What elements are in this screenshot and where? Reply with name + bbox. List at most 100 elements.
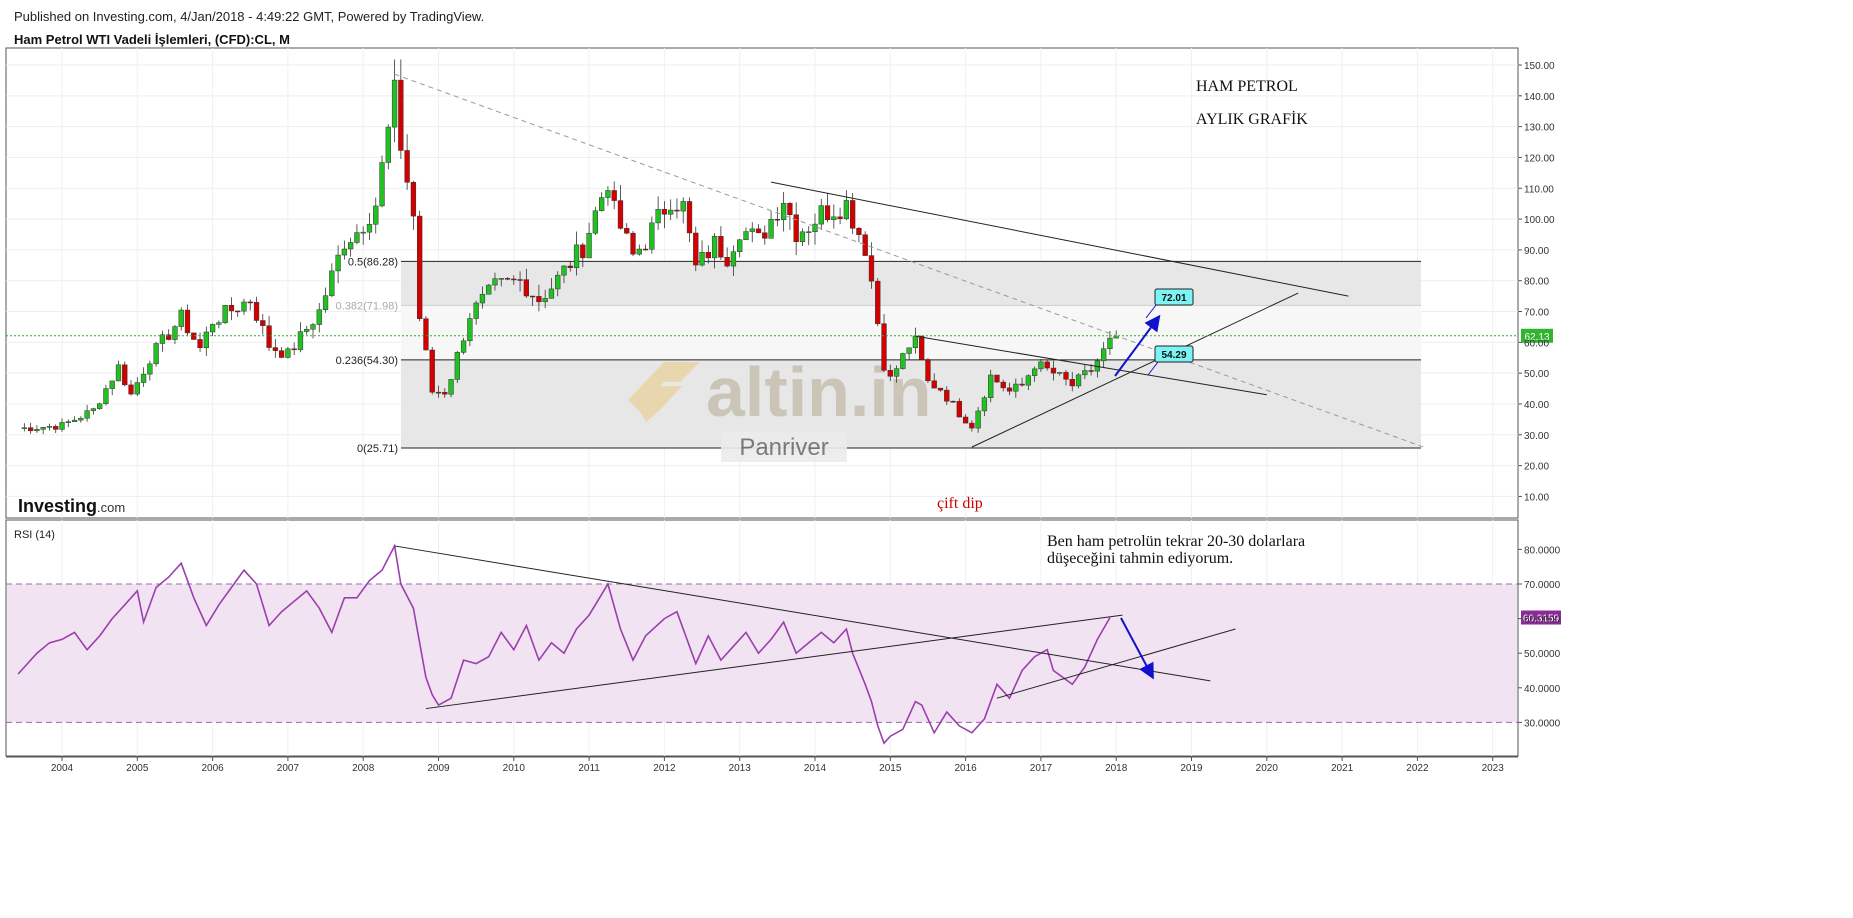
target-label-lower-box <box>1154 345 1194 363</box>
candle-body <box>780 203 787 220</box>
candle-body <box>837 216 843 220</box>
candle-body <box>912 335 919 349</box>
candle-body <box>567 265 573 269</box>
rsi-axis[interactable]: 80.0000 70.0000 60.0000 50.0000 40.0000 30.00… <box>1518 545 1561 729</box>
candle-body <box>109 380 115 389</box>
time-tick-label: 2023 <box>1482 763 1505 774</box>
candle-body <box>467 318 473 342</box>
candle-body <box>655 209 661 224</box>
candle-body <box>166 334 172 340</box>
candle-body <box>630 232 636 255</box>
candle-body <box>925 359 931 382</box>
candle-body <box>617 200 624 229</box>
candle-body <box>737 239 743 252</box>
candle-body <box>84 410 90 419</box>
candle-body <box>1050 367 1057 374</box>
candle-body <box>680 201 686 212</box>
candle-body <box>693 232 699 266</box>
candle-body <box>649 222 655 250</box>
candle-body <box>950 400 956 403</box>
candle-body <box>90 408 97 411</box>
price-axis[interactable]: 150.00 140.00 130.00 120.00 110.00 100.00 90.0… <box>1518 61 1555 503</box>
watermark-text: altin.in <box>706 353 932 431</box>
time-tick-label: 2014 <box>804 763 827 774</box>
candle-body <box>197 339 203 349</box>
candle-body <box>605 190 611 198</box>
candle-body <box>329 270 335 296</box>
current-price-label: 62.13 <box>1524 332 1549 343</box>
time-axis[interactable]: 2004 2005 2006 2007 2008 2009 2010 2011 2012 2013… <box>6 756 1518 774</box>
candle-body <box>40 427 46 430</box>
candle-body <box>743 231 749 241</box>
candle-body <box>580 244 586 259</box>
candle-body <box>454 352 460 380</box>
candle-body <box>774 218 781 221</box>
price-candles <box>21 59 1119 435</box>
candle-body <box>1057 372 1063 374</box>
candle-body <box>184 309 191 334</box>
candle-body <box>1006 387 1013 392</box>
candle-body <box>479 293 486 304</box>
candle-body <box>668 209 674 215</box>
investing-logo[interactable]: Investing .com <box>18 496 125 516</box>
candle-body <box>862 234 868 256</box>
candle-body <box>429 349 435 393</box>
rsi-tick-label: 70.0000 <box>1524 580 1561 591</box>
candle-body <box>868 255 875 282</box>
candle-body <box>806 231 812 234</box>
candle-body <box>1063 372 1069 380</box>
candle-body <box>875 280 881 324</box>
candle-body <box>228 305 235 312</box>
fib-band <box>401 359 1421 449</box>
target-label-upper-box <box>1154 288 1194 306</box>
price-trendline <box>770 181 1349 297</box>
candle-body <box>674 209 680 212</box>
price-tick-label: 140.00 <box>1524 92 1555 103</box>
time-tick-label: 2008 <box>352 763 375 774</box>
candle-body <box>417 215 423 319</box>
time-tick-label: 2007 <box>277 763 300 774</box>
candle-body <box>103 388 109 404</box>
annotation-rsi-note-1: Ben ham petrolün tekrar 20-30 dolarlara <box>1047 533 1305 550</box>
candle-body <box>962 416 969 424</box>
candle-body <box>153 343 159 365</box>
candle-body <box>486 284 492 295</box>
annotation-rsi-note-2: düşeceğini tahmin ediyorum. <box>1047 550 1233 567</box>
candle-body <box>423 318 429 351</box>
candle-body <box>285 348 291 358</box>
candle-body <box>366 224 373 233</box>
time-tick-label: 2009 <box>427 763 450 774</box>
candle-body <box>636 248 642 255</box>
candle-body <box>272 347 279 351</box>
candle-body <box>988 374 994 398</box>
candle-body <box>1000 381 1006 389</box>
candle-body <box>59 422 65 430</box>
candle-body <box>711 235 718 259</box>
price-tick-label: 150.00 <box>1524 61 1555 72</box>
candle-body <box>316 309 322 325</box>
candle-body <box>969 422 975 429</box>
rsi-line <box>17 543 1111 745</box>
candle-body <box>71 419 78 422</box>
candle-body <box>843 200 850 220</box>
candle-body <box>53 426 59 430</box>
candle-body <box>529 295 536 298</box>
candle-body <box>956 401 962 418</box>
price-tick-label: 90.00 <box>1524 246 1549 257</box>
candle-body <box>410 182 417 217</box>
annotation-cift-dip: çift dip <box>937 495 983 512</box>
candle-body <box>266 325 272 348</box>
candle-body <box>981 397 988 412</box>
candle-body <box>511 278 517 281</box>
candle-body <box>260 320 266 326</box>
price-tick-label: 130.00 <box>1524 123 1555 134</box>
rsi-panel-title: RSI (14) <box>14 529 55 541</box>
candle-body <box>812 223 818 233</box>
candle-body <box>1107 337 1113 349</box>
candle-body <box>536 296 542 303</box>
candle-body <box>793 214 799 242</box>
candle-body <box>297 331 304 351</box>
price-tick-label: 60.00 <box>1524 338 1549 349</box>
candle-body <box>599 197 605 212</box>
